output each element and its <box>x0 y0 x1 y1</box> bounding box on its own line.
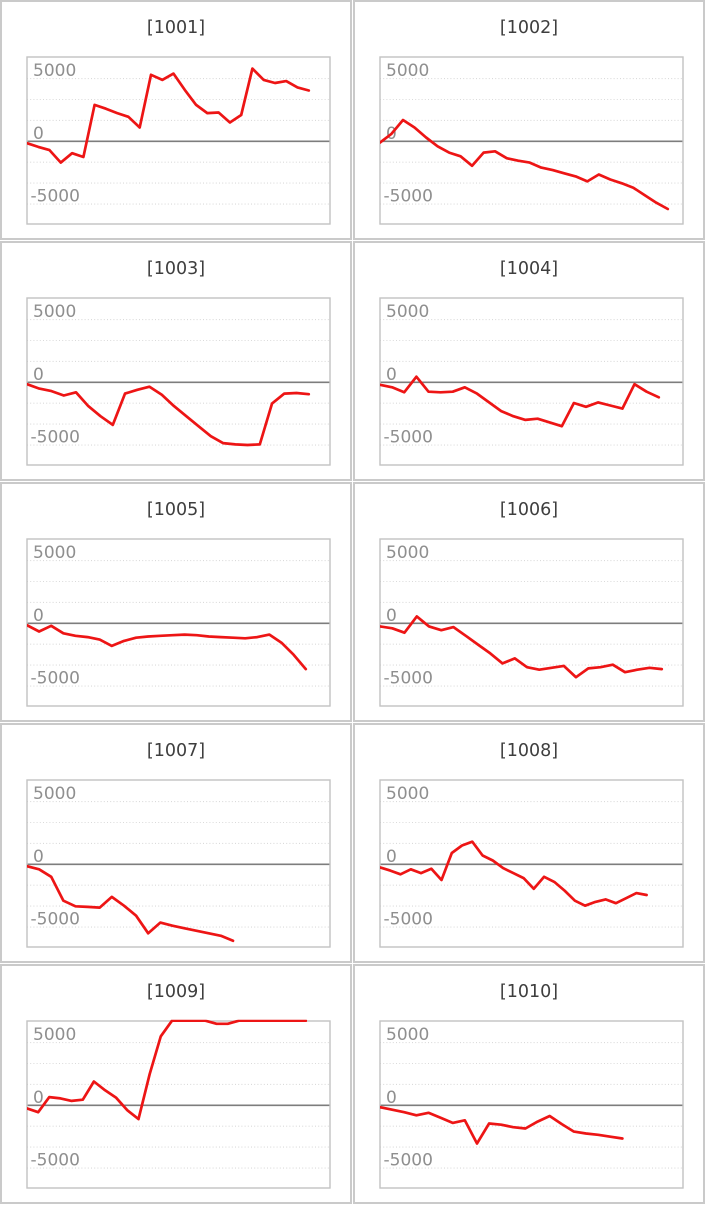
sparkline-chart: [1009] 5000 0 -5000 <box>26 982 331 1189</box>
chart-title: [1001] <box>147 18 205 38</box>
chart-title: [1006] <box>500 500 558 520</box>
chart-panel[interactable]: [1004] 5000 0 -5000 <box>353 241 705 481</box>
chart-title: [1009] <box>147 982 205 1002</box>
y-tick-label: -5000 <box>384 669 433 689</box>
y-tick-label: 5000 <box>386 1025 429 1045</box>
y-tick-label: 0 <box>386 847 397 867</box>
chart-panel[interactable]: [1007] 5000 0 -5000 <box>0 723 352 963</box>
y-tick-label: 5000 <box>386 61 429 81</box>
series-line <box>380 615 664 679</box>
y-tick-label: 0 <box>33 606 44 626</box>
sparkline-chart: [1007] 5000 0 -5000 <box>26 741 331 948</box>
series-line <box>27 1019 308 1121</box>
y-tick-label: -5000 <box>31 428 80 448</box>
y-tick-label: 5000 <box>386 302 429 322</box>
chart-title: [1004] <box>500 259 558 279</box>
y-tick-label: 0 <box>386 1088 397 1108</box>
sparkline-chart: [1003] 5000 0 -5000 <box>26 259 331 466</box>
chart-panel[interactable]: [1005] 5000 0 -5000 <box>0 482 352 722</box>
sparkline-chart: [1006] 5000 0 -5000 <box>379 500 684 707</box>
sparkline-chart: [1001] 5000 0 -5000 <box>26 18 331 225</box>
plot-border <box>379 297 684 466</box>
plot-border <box>379 1020 684 1189</box>
chart-title: [1002] <box>500 18 558 38</box>
series-line <box>380 840 648 908</box>
y-tick-label: 5000 <box>33 1025 76 1045</box>
chart-panel[interactable]: [1001] 5000 0 -5000 <box>0 0 352 240</box>
y-tick-label: 0 <box>33 847 44 867</box>
y-tick-label: -5000 <box>384 1151 433 1171</box>
chart-title: [1010] <box>500 982 558 1002</box>
plot-border <box>379 779 684 948</box>
series-line <box>27 864 235 943</box>
chart-panel[interactable]: [1008] 5000 0 -5000 <box>353 723 705 963</box>
plot-border <box>26 538 331 707</box>
chart-panel[interactable]: [1002] 5000 0 -5000 <box>353 0 705 240</box>
y-tick-label: 0 <box>33 1088 44 1108</box>
y-tick-label: -5000 <box>31 910 80 930</box>
y-tick-label: 5000 <box>33 784 76 804</box>
series-line <box>380 375 661 428</box>
chart-panel[interactable]: [1010] 5000 0 -5000 <box>353 964 705 1204</box>
y-tick-label: 5000 <box>386 543 429 563</box>
chart-panel[interactable]: [1003] 5000 0 -5000 <box>0 241 352 481</box>
series-line <box>380 118 670 211</box>
chart-panel[interactable]: [1009] 5000 0 -5000 <box>0 964 352 1204</box>
series-line <box>27 623 308 671</box>
series-line <box>27 382 311 447</box>
plot-border <box>379 538 684 707</box>
sparkline-chart: [1005] 5000 0 -5000 <box>26 500 331 707</box>
y-tick-label: -5000 <box>384 187 433 207</box>
y-tick-label: 0 <box>33 124 44 144</box>
chart-title: [1005] <box>147 500 205 520</box>
plot-border <box>379 56 684 225</box>
y-tick-label: 0 <box>33 365 44 385</box>
chart-title: [1003] <box>147 259 205 279</box>
plot-border <box>26 297 331 466</box>
y-tick-label: -5000 <box>384 910 433 930</box>
y-tick-label: 5000 <box>33 61 76 81</box>
y-tick-label: 5000 <box>386 784 429 804</box>
y-tick-label: 5000 <box>33 543 76 563</box>
sparkline-chart: [1010] 5000 0 -5000 <box>379 982 684 1189</box>
y-tick-label: -5000 <box>31 669 80 689</box>
y-tick-label: 0 <box>386 365 397 385</box>
plot-border <box>26 56 331 225</box>
series-line <box>27 67 311 164</box>
chart-panel[interactable]: [1006] 5000 0 -5000 <box>353 482 705 722</box>
y-tick-label: 5000 <box>33 302 76 322</box>
sparkline-chart: [1008] 5000 0 -5000 <box>379 741 684 948</box>
plot-border <box>26 779 331 948</box>
y-tick-label: -5000 <box>31 1151 80 1171</box>
sparkline-chart: [1004] 5000 0 -5000 <box>379 259 684 466</box>
y-tick-label: -5000 <box>31 187 80 207</box>
series-line <box>380 1105 624 1145</box>
y-tick-label: 0 <box>386 606 397 626</box>
y-tick-label: -5000 <box>384 428 433 448</box>
chart-title: [1007] <box>147 741 205 761</box>
chart-title: [1008] <box>500 741 558 761</box>
